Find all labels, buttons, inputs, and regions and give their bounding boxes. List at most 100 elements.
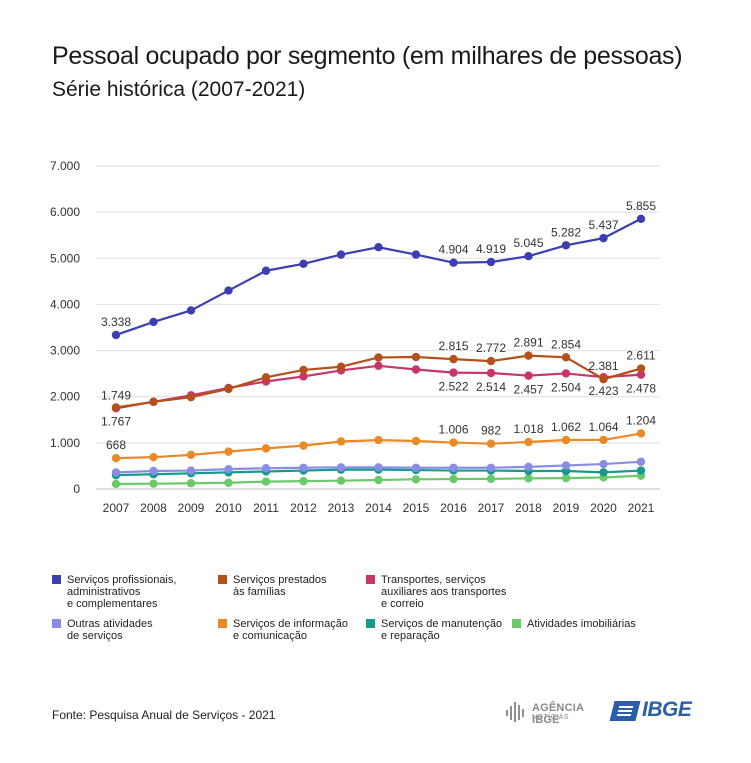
data-point xyxy=(336,362,346,371)
x-tick-label: 2012 xyxy=(290,501,317,515)
data-point xyxy=(524,371,533,380)
chart-subtitle: Série histórica (2007-2021) xyxy=(52,78,306,101)
agencia-logo-subtext: NOTÍCIAS xyxy=(532,714,570,721)
data-point xyxy=(599,435,608,445)
data-point xyxy=(111,479,121,489)
data-point xyxy=(299,441,308,450)
data-point xyxy=(374,353,383,362)
data-point xyxy=(449,258,458,267)
data-point xyxy=(449,438,458,447)
legend-item: Serviços prestados às famílias xyxy=(218,574,327,598)
x-tick-label: 2014 xyxy=(365,501,392,515)
data-point xyxy=(449,474,458,484)
data-label: 5.282 xyxy=(551,225,581,239)
data-label: 1.204 xyxy=(626,413,656,427)
data-point xyxy=(486,439,496,448)
data-label: 668 xyxy=(106,438,126,452)
data-point xyxy=(261,373,271,382)
data-point xyxy=(299,463,308,472)
data-point xyxy=(186,479,196,488)
agencia-ibge-logo: AGÊNCIA IBGE NOTÍCIAS xyxy=(506,700,602,726)
data-point xyxy=(224,464,233,474)
data-point xyxy=(449,463,458,472)
legend-label: Transportes, serviços auxiliares aos tra… xyxy=(381,574,507,610)
data-label: 1.018 xyxy=(513,422,543,436)
data-point xyxy=(149,466,158,476)
x-tick-label: 2020 xyxy=(590,501,617,515)
data-point xyxy=(336,437,346,446)
data-label: 2.854 xyxy=(551,337,581,351)
legend-swatch xyxy=(366,619,375,628)
data-point xyxy=(261,266,271,275)
x-tick-label: 2007 xyxy=(103,501,130,515)
x-tick-label: 2010 xyxy=(215,501,242,515)
legend-label: Atividades imobiliárias xyxy=(527,618,636,630)
data-point xyxy=(486,368,496,378)
data-label: 2.772 xyxy=(476,341,506,355)
x-tick-label: 2011 xyxy=(253,501,279,515)
x-tick-label: 2018 xyxy=(515,501,542,515)
data-point xyxy=(599,233,608,243)
data-point xyxy=(299,259,308,269)
data-point xyxy=(561,241,571,250)
data-point xyxy=(186,306,196,315)
data-point xyxy=(561,353,571,362)
data-point xyxy=(636,364,646,373)
data-point xyxy=(186,466,196,475)
ibge-mark-icon xyxy=(609,701,641,721)
data-point xyxy=(149,397,158,406)
data-label: 5.855 xyxy=(626,199,656,213)
legend-label: Serviços profissionais, administrativos … xyxy=(67,574,177,610)
data-point xyxy=(599,468,608,477)
legend-swatch xyxy=(52,619,61,628)
data-point xyxy=(524,252,533,261)
data-point xyxy=(636,466,646,475)
data-point xyxy=(374,361,383,370)
data-point xyxy=(224,447,233,456)
data-point xyxy=(261,444,271,453)
data-point xyxy=(411,250,421,259)
x-tick-label: 2021 xyxy=(628,501,655,515)
legend-label: Serviços prestados às famílias xyxy=(233,574,327,598)
legend-item: Serviços profissionais, administrativos … xyxy=(52,574,176,610)
data-point xyxy=(524,474,533,483)
data-point xyxy=(561,461,571,470)
line-chart: 0 1.000 2.000 3.000 4.000 5.000 6.000 7.000 2007… xyxy=(50,159,660,515)
data-point xyxy=(224,478,233,487)
legend-item: Atividades imobiliárias xyxy=(512,618,636,630)
legend-item: Transportes, serviços auxiliares aos tra… xyxy=(366,574,506,610)
data-label: 5.045 xyxy=(513,236,543,250)
data-point xyxy=(261,477,271,486)
data-label: 1.062 xyxy=(551,420,581,434)
data-label: 2.514 xyxy=(476,380,506,394)
data-point xyxy=(149,317,158,327)
source-note: Fonte: Pesquisa Anual de Serviços - 2021 xyxy=(52,708,276,722)
data-point xyxy=(636,370,646,379)
data-point xyxy=(299,365,308,375)
data-point xyxy=(336,463,346,472)
data-point xyxy=(299,372,308,381)
data-label: 2.504 xyxy=(551,380,581,394)
data-point xyxy=(636,457,646,466)
data-point xyxy=(486,463,496,472)
y-tick-label: 3.000 xyxy=(50,344,80,358)
legend-swatch xyxy=(218,575,227,584)
data-point xyxy=(111,403,121,412)
chart-title: Pessoal ocupado por segmento (em milhare… xyxy=(52,42,683,70)
data-point xyxy=(261,464,271,473)
x-tick-label: 2015 xyxy=(403,501,430,515)
y-tick-label: 2.000 xyxy=(50,390,80,404)
data-point xyxy=(374,475,383,485)
data-label: 982 xyxy=(481,424,501,438)
data-label: 2.815 xyxy=(438,339,468,353)
x-tick-label: 2013 xyxy=(328,501,355,515)
data-label: 2.381 xyxy=(588,359,618,373)
data-point xyxy=(111,453,121,463)
data-point xyxy=(186,450,196,460)
x-tick-label: 2019 xyxy=(553,501,580,515)
x-tick-label: 2008 xyxy=(140,501,167,515)
legend-item: Outras atividades de serviços xyxy=(52,618,153,642)
legend-swatch xyxy=(218,619,227,628)
data-point xyxy=(374,243,383,252)
y-tick-label: 6.000 xyxy=(50,205,80,219)
